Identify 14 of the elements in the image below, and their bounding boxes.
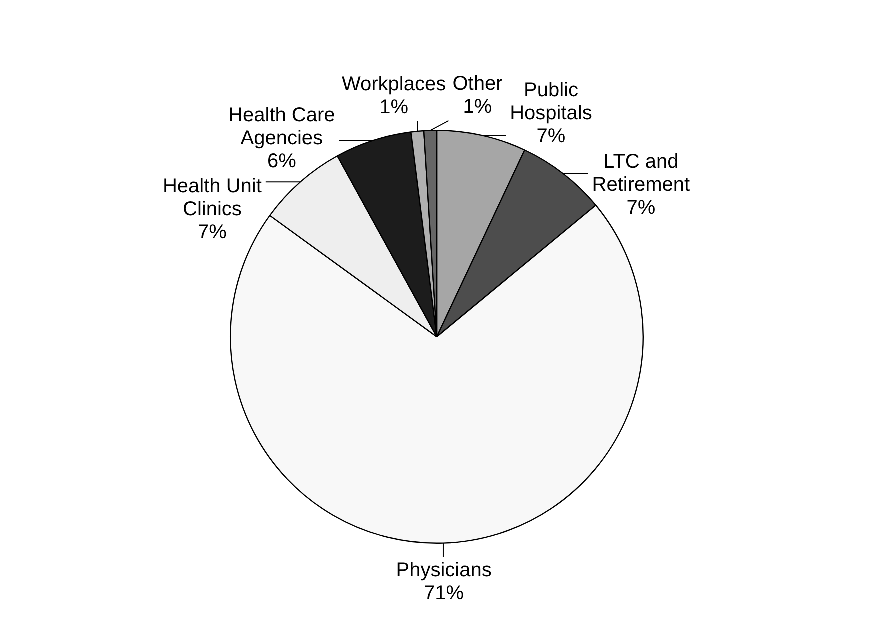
data-label: 7% xyxy=(536,126,566,148)
slice-label: Public Hospitals xyxy=(510,80,592,125)
slice-label: Health Unit Clinics xyxy=(162,175,262,220)
data-label: 7% xyxy=(198,221,228,244)
slice-label: Physicians xyxy=(396,559,492,582)
slice-label: LTC and Retirement xyxy=(592,150,691,196)
slice-label: Other xyxy=(452,72,504,95)
data-label: 7% xyxy=(626,196,656,219)
data-label: 6% xyxy=(267,150,297,172)
data-label: 71% xyxy=(424,582,464,604)
slice-label: Health Care Agencies xyxy=(228,104,336,150)
data-label: 1% xyxy=(380,96,409,118)
slice-label: Workplaces xyxy=(342,73,446,96)
data-label: 1% xyxy=(463,96,492,118)
